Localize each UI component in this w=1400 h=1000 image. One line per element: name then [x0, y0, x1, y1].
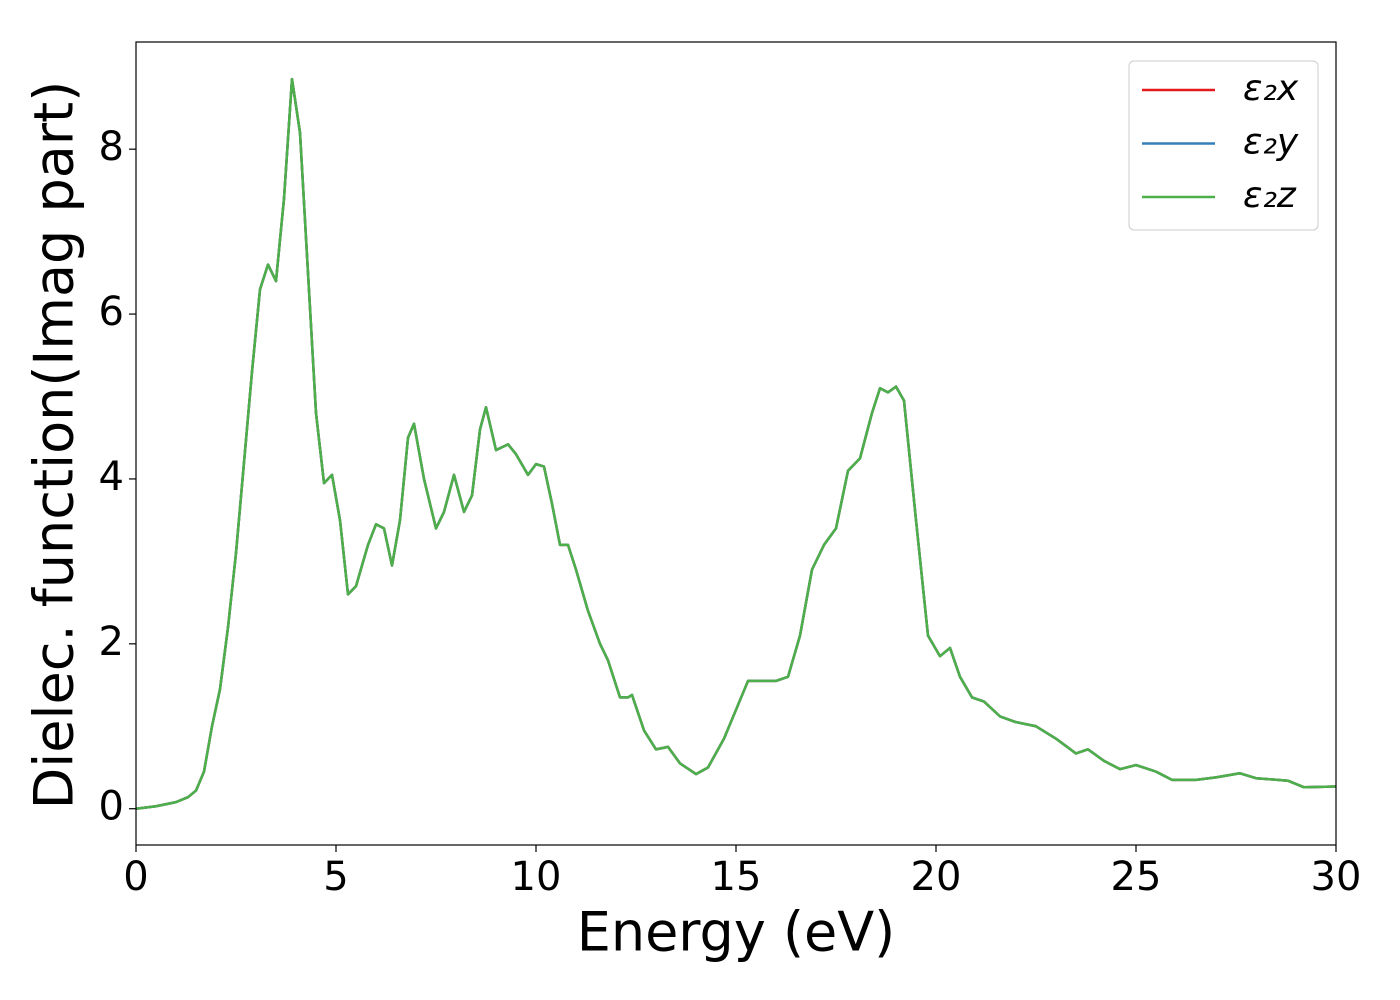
- x-axis-label: Energy (eV): [577, 901, 896, 964]
- legend-label: ε₂x: [1243, 68, 1299, 109]
- line-series: [135, 77, 1337, 810]
- y-tick-label: 6: [99, 289, 124, 335]
- legend-label: ε₂z: [1243, 175, 1297, 216]
- x-tick-label: 30: [1311, 854, 1362, 900]
- plot-frame: [135, 41, 1337, 846]
- x-tick-label: 0: [123, 854, 148, 900]
- x-tick-label: 25: [1111, 854, 1162, 900]
- y-tick-label: 0: [99, 784, 124, 830]
- y-axis-label: Dielec. function(Imag part): [23, 81, 86, 810]
- x-tick-label: 5: [323, 854, 348, 900]
- legend-label: ε₂y: [1243, 122, 1299, 163]
- y-tick-label: 8: [99, 124, 124, 170]
- x-tick-label: 15: [711, 854, 762, 900]
- y-tick-label: 4: [99, 454, 124, 500]
- x-tick-label: 10: [511, 854, 562, 900]
- legend-box: [1128, 60, 1319, 231]
- x-tick-label: 20: [911, 854, 962, 900]
- y-tick-label: 2: [99, 619, 124, 665]
